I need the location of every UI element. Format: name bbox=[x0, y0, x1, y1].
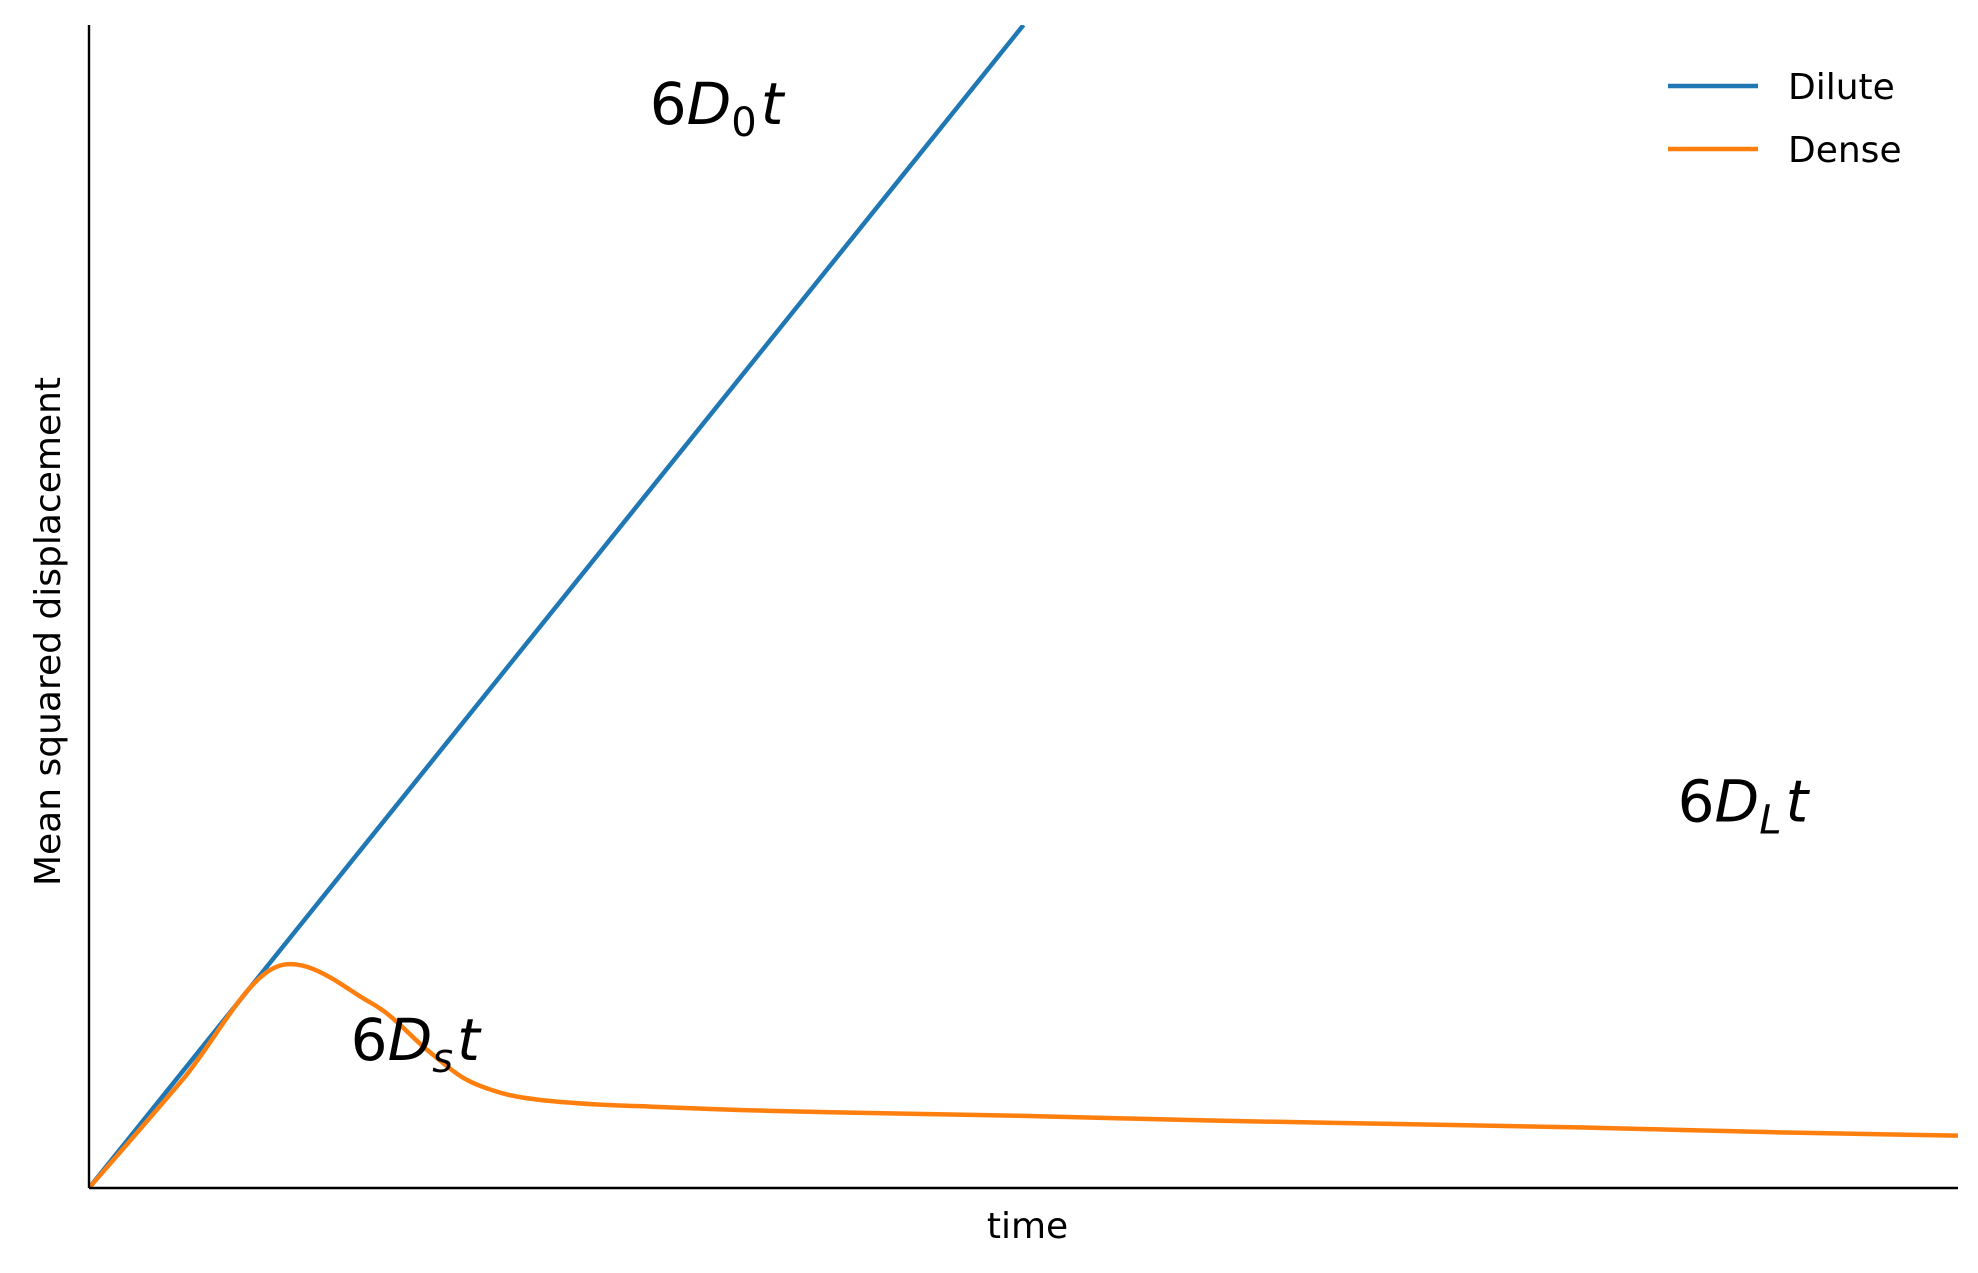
series-line-dense bbox=[89, 961, 1958, 1188]
legend-label-dense: Dense bbox=[1788, 130, 1902, 171]
plot-area bbox=[89, 25, 1958, 1188]
annotation-ds: 6Dst bbox=[351, 1006, 482, 1082]
legend: Dilute Dense bbox=[1668, 67, 1902, 171]
annotation-dl: 6DLt bbox=[1678, 768, 1811, 844]
annotations: 6D0t 6Dst 6DLt bbox=[351, 70, 1811, 1082]
y-axis-label: Mean squared displacement bbox=[28, 377, 69, 886]
x-axis-label: time bbox=[987, 1206, 1068, 1247]
annotation-d0: 6D0t bbox=[650, 70, 786, 146]
legend-label-dilute: Dilute bbox=[1788, 67, 1895, 108]
